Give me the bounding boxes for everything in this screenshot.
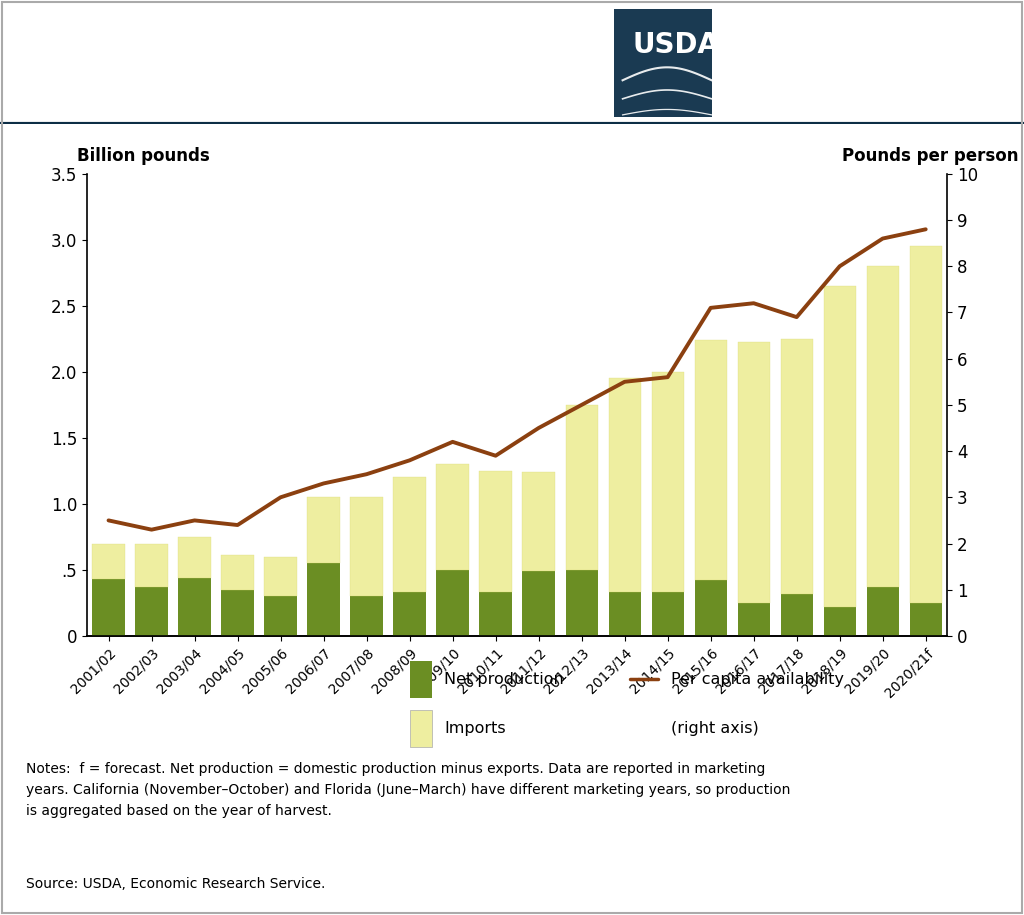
Bar	[135, 544, 168, 587]
Per capita availability
(right axis)	[532, 423, 545, 434]
Text: Imports: Imports	[444, 721, 506, 736]
Per capita availability
(right axis)	[877, 233, 889, 244]
Bar	[92, 544, 125, 579]
Bar	[410, 661, 432, 697]
Bar	[178, 578, 211, 636]
Line: Per capita availability
(right axis): Per capita availability (right axis)	[109, 230, 926, 530]
Bar	[436, 570, 469, 636]
Per capita availability
(right axis)	[489, 450, 502, 461]
Bar	[823, 286, 856, 607]
Bar	[436, 464, 469, 570]
Bar	[135, 587, 168, 636]
Bar	[694, 580, 727, 636]
Bar	[393, 478, 426, 592]
Per capita availability
(right axis)	[317, 478, 330, 489]
Per capita availability
(right axis)	[403, 455, 416, 466]
Bar	[737, 341, 770, 603]
Per capita availability
(right axis)	[618, 376, 631, 387]
Per capita availability
(right axis)	[446, 436, 459, 447]
Bar	[565, 570, 598, 636]
Per capita availability
(right axis)	[791, 312, 803, 323]
Text: Notes:  f = forecast. Net production = domestic production minus exports. Data a: Notes: f = forecast. Net production = do…	[26, 762, 790, 818]
Text: U.S. avocado imports, production, and: U.S. avocado imports, production, and	[26, 22, 539, 47]
Bar	[651, 371, 684, 592]
Bar	[307, 498, 340, 564]
Text: Economic Research Service: Economic Research Service	[722, 22, 998, 40]
Bar	[823, 607, 856, 636]
Bar	[178, 537, 211, 578]
Text: Per capita availability: Per capita availability	[671, 672, 844, 686]
Per capita availability
(right axis)	[748, 297, 760, 308]
Bar	[565, 405, 598, 570]
Text: USDA: USDA	[633, 31, 720, 59]
Per capita availability
(right axis)	[575, 399, 588, 410]
Bar	[92, 579, 125, 636]
Bar	[780, 594, 813, 636]
Bar	[479, 471, 512, 592]
Bar	[221, 590, 254, 636]
Per capita availability
(right axis)	[274, 492, 287, 503]
Per capita availability
(right axis)	[231, 520, 244, 531]
Per capita availability
(right axis)	[360, 468, 373, 479]
Bar	[264, 597, 297, 636]
Bar	[350, 498, 383, 597]
Bar	[479, 592, 512, 636]
Bar	[608, 592, 641, 636]
Per capita availability
(right axis)	[834, 261, 846, 272]
Bar	[221, 555, 254, 590]
Bar	[350, 597, 383, 636]
Per capita availability
(right axis)	[188, 515, 201, 526]
Text: Source: USDA, Economic Research Service.: Source: USDA, Economic Research Service.	[26, 877, 325, 891]
Per capita availability
(right axis)	[920, 224, 932, 235]
Text: Billion pounds: Billion pounds	[77, 146, 210, 165]
Bar	[522, 472, 555, 571]
FancyBboxPatch shape	[614, 8, 712, 117]
Bar	[737, 603, 770, 636]
Bar	[780, 339, 813, 594]
Bar	[522, 571, 555, 636]
Bar	[393, 592, 426, 636]
Per capita availability
(right axis)	[102, 515, 115, 526]
Bar	[694, 340, 727, 580]
Bar	[651, 592, 684, 636]
Text: U.S. DEPARTMENT OF AGRICULTURE: U.S. DEPARTMENT OF AGRICULTURE	[722, 71, 922, 81]
Bar	[410, 710, 432, 747]
Text: Pounds per person: Pounds per person	[843, 146, 1019, 165]
Bar	[608, 379, 641, 592]
Bar	[866, 266, 899, 587]
Text: Net production: Net production	[444, 672, 564, 686]
Text: per capita availability, 2001/02–2020/21f: per capita availability, 2001/02–2020/21…	[26, 70, 568, 93]
Bar	[307, 564, 340, 636]
Per capita availability
(right axis)	[662, 371, 674, 382]
Bar	[909, 603, 942, 636]
Per capita availability
(right axis)	[145, 524, 158, 535]
Bar	[866, 587, 899, 636]
Text: (right axis): (right axis)	[671, 721, 759, 736]
Bar	[909, 246, 942, 603]
Bar	[264, 556, 297, 597]
Per capita availability
(right axis)	[705, 302, 717, 313]
